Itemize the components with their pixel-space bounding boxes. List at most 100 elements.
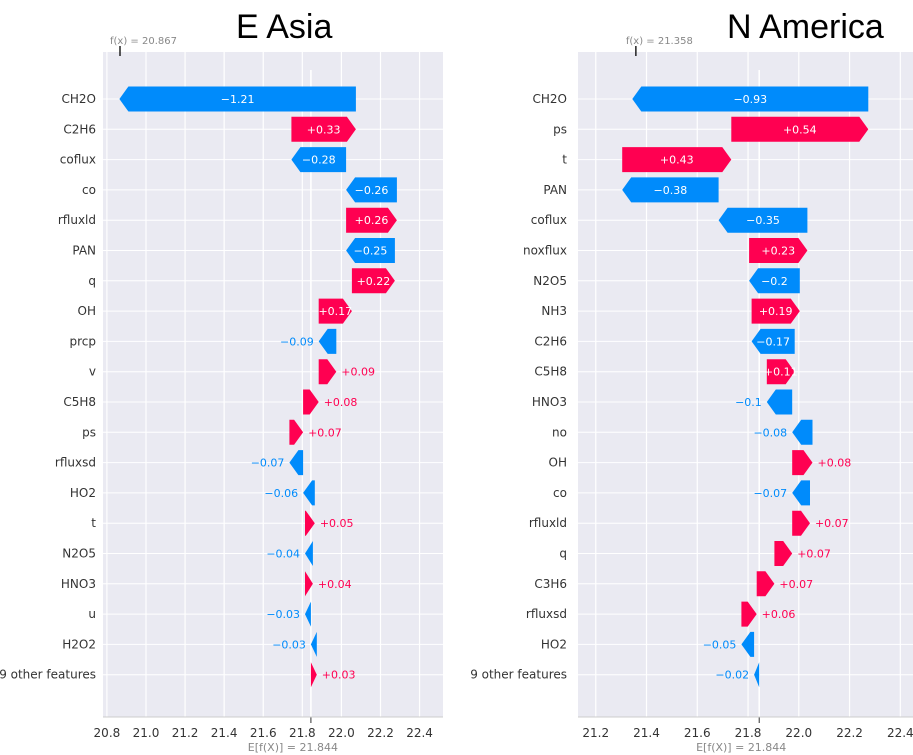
e-asia-bar-1	[119, 86, 356, 112]
n-america-feature-label: rfluxld	[529, 516, 567, 530]
e-asia-bar-19	[310, 631, 317, 657]
n-america-x-tick-label: 21.8	[735, 726, 762, 740]
n-america-feature-label: PAN	[543, 183, 567, 197]
n-america-feature-label: co	[553, 486, 567, 500]
e-asia-feature-label: HO2	[70, 486, 96, 500]
n-america-bar-19	[741, 631, 755, 657]
e-asia-value-label: −0.25	[354, 245, 388, 258]
e-asia-value-label: +0.04	[318, 578, 352, 591]
e-asia-title: E Asia	[236, 8, 333, 46]
n-america-x-tick-label: 22.2	[836, 726, 863, 740]
e-asia-value-label: −0.26	[355, 184, 389, 197]
e-asia-value-label: −0.04	[266, 548, 300, 561]
e-asia-value-label: +0.08	[324, 396, 358, 409]
e-asia-value-label: −0.07	[251, 457, 285, 470]
e-asia-value-label: −0.28	[302, 154, 336, 167]
n-america-value-label: +0.07	[815, 517, 849, 530]
e-asia-feature-label: 9 other features	[0, 668, 96, 682]
n-america-value-label: −0.17	[756, 335, 790, 348]
n-america-title: N America	[727, 8, 884, 46]
n-america-feature-label: CH2O	[533, 92, 567, 106]
n-america-feature-label: noxflux	[523, 244, 567, 258]
e-asia-bar-18	[305, 601, 311, 627]
n-america-x-tick-label: 21.6	[684, 726, 711, 740]
n-america-x-tick-label: 21.4	[633, 726, 660, 740]
n-america-bar-12	[792, 419, 813, 445]
n-america-value-label: +0.19	[759, 305, 793, 318]
n-america-feature-label: C5H8	[534, 365, 567, 379]
n-america-bar-8	[751, 298, 800, 324]
e-asia-value-label: +0.03	[322, 669, 356, 682]
e-asia-value-label: +0.09	[341, 366, 375, 379]
e-asia-value-label: +0.26	[355, 214, 389, 227]
n-america-bar-16	[774, 541, 793, 566]
e-asia-x-tick-label: 22.0	[328, 726, 355, 740]
n-america-feature-label: coflux	[531, 213, 567, 227]
e-asia-feature-label: coflux	[60, 153, 96, 167]
e-asia-feature-label: H2O2	[62, 637, 96, 651]
e-asia-value-label: +0.07	[308, 426, 342, 439]
e-asia-value-label: −0.03	[266, 608, 300, 621]
e-asia-feature-label: t	[91, 516, 96, 530]
e-asia-feature-label: prcp	[69, 334, 96, 348]
e-asia-bar-6	[346, 238, 395, 263]
e-asia-feature-label: OH	[78, 304, 96, 318]
n-america-feature-label: rfluxsd	[526, 607, 567, 621]
n-america-bar-2	[731, 116, 869, 142]
n-america-value-label: −0.05	[703, 638, 737, 651]
e-asia-feature-label: N2O5	[62, 547, 96, 561]
e-asia-bar-12	[289, 419, 304, 445]
n-america-value-label: −0.2	[761, 275, 788, 288]
n-america-value-label: −0.02	[715, 669, 749, 682]
n-america-bar-20	[754, 662, 760, 688]
n-america-bar-1	[632, 86, 869, 112]
e-asia-value-label: +0.33	[307, 123, 341, 136]
e-asia-bar-10	[318, 359, 337, 385]
e-asia-bar-4	[346, 177, 397, 203]
n-america-bar-6	[749, 238, 808, 263]
n-america-feature-label: ps	[553, 122, 567, 136]
n-america-bar-18	[741, 601, 757, 627]
n-america-bar-4	[622, 177, 719, 203]
e-asia-feature-label: rfluxld	[58, 213, 96, 227]
e-asia-bar-13	[289, 450, 304, 476]
e-asia-bar-17	[305, 571, 313, 597]
e-asia-bar-11	[303, 389, 319, 415]
n-america-panel: 21.2 21.4 21.6 21.8 22.0 22.2 22.4 E[f(X)] = 21…	[470, 36, 913, 754]
e-asia-fx-label: f(x) = 20.867	[110, 36, 177, 47]
n-america-value-label: +0.07	[797, 548, 831, 561]
e-asia-feature-label: q	[88, 274, 96, 288]
e-asia-bar-7	[351, 268, 395, 294]
n-america-feature-label: N2O5	[533, 274, 567, 288]
e-asia-x-tick-label: 20.8	[94, 726, 121, 740]
n-america-value-label: −0.1	[735, 396, 762, 409]
n-america-value-label: −0.93	[733, 93, 767, 106]
e-asia-feature-label: rfluxsd	[55, 456, 96, 470]
e-asia-value-label: −0.09	[280, 335, 314, 348]
e-asia-feature-label: ps	[82, 425, 96, 439]
n-america-value-label: +0.11	[764, 366, 798, 379]
n-america-feature-label: OH	[549, 456, 567, 470]
n-america-x-tick-label: 22.0	[785, 726, 812, 740]
n-america-value-label: +0.08	[818, 457, 852, 470]
e-asia-value-label: −0.03	[272, 638, 306, 651]
e-asia-plot-area	[103, 52, 443, 717]
n-america-value-label: −0.08	[753, 426, 787, 439]
n-america-value-label: +0.43	[660, 154, 694, 167]
e-asia-feature-label: CH2O	[62, 92, 96, 106]
n-america-value-label: +0.06	[762, 608, 796, 621]
e-asia-value-label: +0.22	[357, 275, 391, 288]
n-america-bar-10	[766, 359, 795, 385]
n-america-value-label: +0.23	[761, 245, 795, 258]
n-america-bar-3	[622, 147, 732, 173]
n-america-fx-label: f(x) = 21.358	[626, 36, 693, 47]
e-asia-bar-8	[318, 298, 352, 324]
e-asia-feature-label: C2H6	[63, 122, 96, 136]
e-asia-feature-label: HNO3	[61, 577, 96, 591]
e-asia-bar-14	[303, 480, 315, 506]
n-america-bar-17	[756, 571, 775, 597]
e-asia-bar-2	[291, 116, 356, 142]
n-america-value-label: −0.35	[746, 214, 780, 227]
